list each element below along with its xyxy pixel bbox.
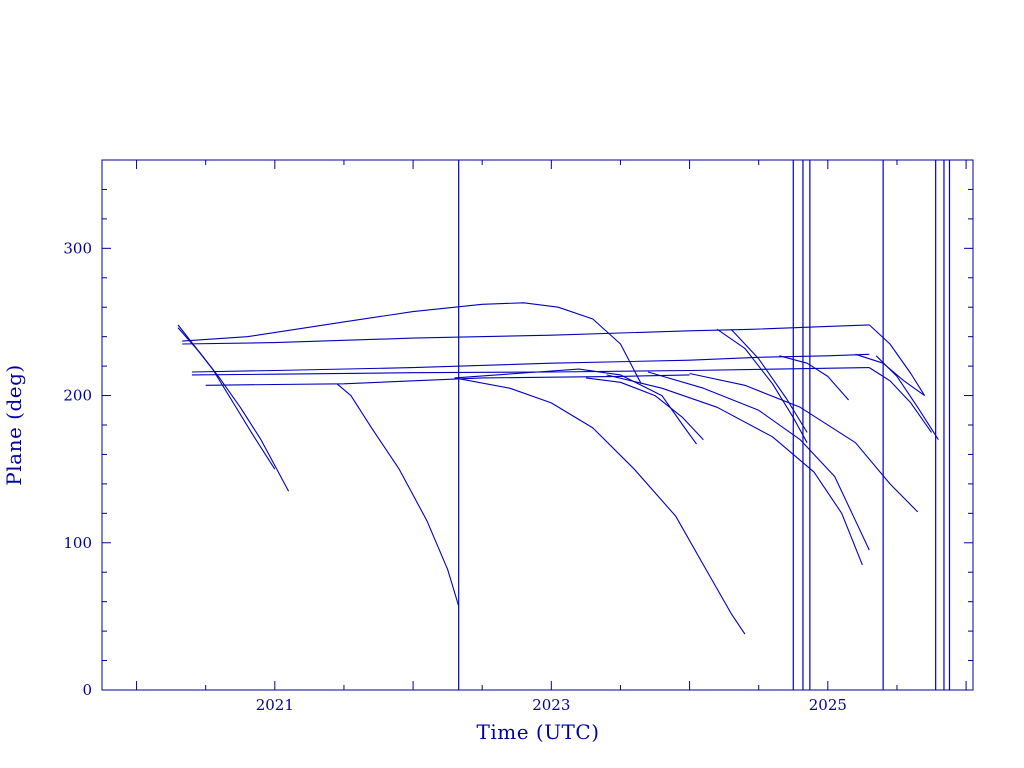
series-line-12 [606, 374, 863, 566]
y-tick-label: 100 [63, 534, 92, 552]
series-line-1 [177, 324, 276, 470]
series-line-3 [182, 302, 642, 385]
y-axis-title: Plane (deg) [2, 364, 26, 485]
x-tick-label: 2021 [256, 696, 294, 714]
series-line-6 [191, 367, 870, 376]
series-line-5 [191, 353, 870, 373]
series-line-11 [585, 377, 704, 441]
series-line-8 [336, 383, 460, 607]
tick-labels: 2021 2023 2025 0 100 200 300 [63, 239, 847, 714]
x-tick-label: 2023 [532, 696, 570, 714]
series-line-9 [454, 377, 746, 635]
x-axis-title: Time (UTC) [477, 720, 600, 744]
series-line-2 [177, 327, 290, 492]
vertical-lines-layer [458, 160, 951, 690]
y-tick-label: 300 [63, 239, 92, 257]
plot-frame [101, 159, 974, 691]
series-line-4 [182, 324, 870, 345]
axis-ticks [102, 159, 973, 691]
series-line-17 [779, 355, 850, 401]
x-tick-label: 2025 [809, 696, 847, 714]
y-tick-label: 0 [82, 681, 92, 699]
series-layer [177, 302, 939, 635]
series-line-21 [875, 355, 939, 440]
series-line-7 [205, 374, 690, 386]
series-line-18 [855, 353, 925, 397]
series-line-19 [868, 324, 926, 396]
y-tick-label: 200 [63, 387, 92, 405]
series-line-13 [647, 371, 870, 551]
series-line-14 [689, 372, 919, 513]
series-line-10 [454, 368, 697, 445]
series-line-16 [730, 328, 808, 433]
series-line-20 [869, 367, 932, 433]
series-line-15 [716, 328, 808, 443]
